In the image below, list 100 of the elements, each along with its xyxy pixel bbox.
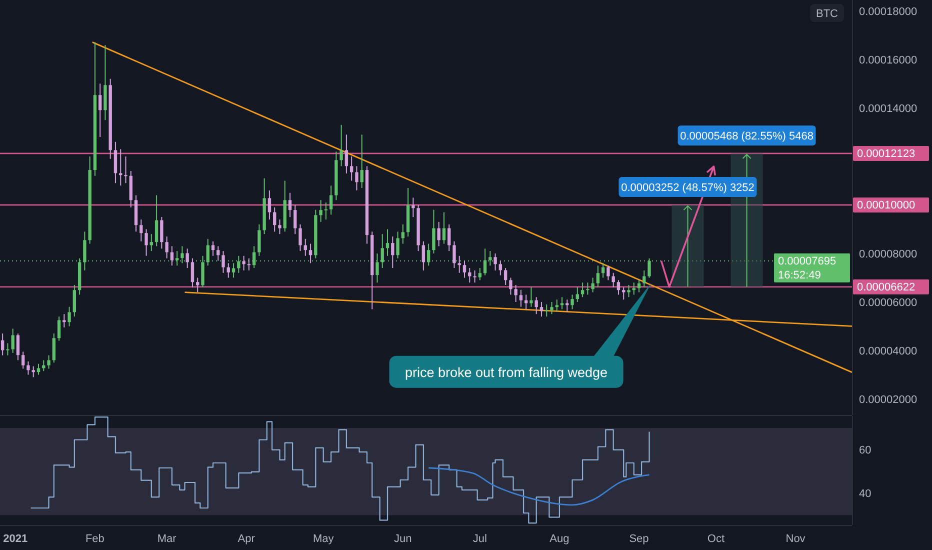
candlestick [555, 299, 558, 312]
candlestick [319, 200, 322, 222]
candlestick [186, 248, 189, 269]
x-tick-label: May [312, 533, 334, 545]
x-tick-label: 2021 [3, 533, 28, 545]
candlestick [11, 328, 14, 354]
y-tick-label: 0.00002000 [859, 394, 918, 406]
candlestick [401, 224, 404, 244]
candlestick [591, 277, 594, 293]
candlestick [170, 246, 174, 266]
candlestick [504, 268, 508, 286]
candlestick [560, 296, 564, 310]
candlestick [6, 342, 10, 356]
candlestick [412, 197, 415, 218]
candlestick [360, 134, 364, 188]
candlestick [268, 190, 272, 220]
candlestick [442, 212, 446, 244]
candlestick [458, 255, 461, 274]
candlestick [22, 351, 25, 370]
candlestick [36, 363, 40, 376]
candlestick [448, 224, 451, 252]
candlestick [216, 246, 220, 262]
x-tick-label: Mar [157, 533, 177, 545]
candlestick [324, 202, 328, 220]
candlestick [160, 216, 164, 250]
candlestick [426, 243, 430, 266]
candlestick [627, 284, 630, 298]
candlestick [540, 301, 544, 318]
candlestick [16, 333, 20, 361]
candlestick [68, 306, 71, 327]
candlestick [57, 316, 61, 342]
x-tick-label: Sep [629, 533, 649, 545]
candlestick [154, 194, 158, 247]
candlestick [288, 192, 292, 218]
candlestick [586, 282, 590, 296]
candlestick [391, 236, 394, 269]
x-tick-label: Jul [472, 533, 487, 545]
candlestick [273, 206, 276, 232]
candlestick [340, 124, 343, 167]
candlestick [550, 301, 554, 315]
x-tick-label: Apr [238, 533, 256, 545]
y-tick-label: 0.00004000 [859, 345, 918, 358]
candlestick [119, 148, 122, 186]
candlestick [494, 252, 497, 271]
candlestick [468, 268, 472, 284]
candlestick [144, 228, 148, 256]
candlestick [530, 286, 533, 308]
line-series [428, 467, 650, 506]
candlestick [226, 262, 230, 278]
candlestick [566, 299, 569, 312]
candlestick [211, 240, 215, 256]
candlestick [140, 219, 143, 242]
candlestick [606, 265, 610, 281]
annotation: 16:52:49 [778, 269, 821, 282]
candlestick [114, 141, 118, 184]
candlestick [534, 296, 538, 315]
candlestick [580, 282, 584, 298]
candlestick [62, 314, 66, 328]
y-tick-label: 0.00018000 [859, 6, 918, 18]
candlestick [52, 333, 56, 364]
candlestick [190, 258, 194, 288]
candlestick [258, 224, 261, 256]
annotation: 0.00003252 (48.57%) 3252 [621, 182, 754, 194]
candlestick [165, 236, 168, 259]
candlestick [72, 284, 76, 318]
candlestick [26, 360, 30, 376]
candlestick [242, 255, 246, 271]
candlestick [576, 286, 579, 302]
candlestick [304, 238, 307, 256]
x-tick-label: Aug [550, 533, 570, 545]
candlestick [432, 209, 436, 254]
candlestick [0, 333, 4, 356]
x-tick-label: Nov [786, 533, 806, 545]
candlestick [196, 277, 200, 293]
x-tick-label: Jun [394, 533, 412, 545]
candlestick [478, 268, 482, 281]
candlestick [396, 231, 400, 259]
candlestick [473, 270, 476, 284]
candlestick [329, 185, 333, 216]
candlestick [278, 219, 282, 235]
candlestick [47, 354, 50, 370]
candlestick [222, 250, 225, 274]
annotation: BTC [816, 8, 838, 20]
candlestick [498, 260, 502, 276]
y-tick-label: 40 [859, 488, 872, 500]
candlestick [344, 134, 348, 174]
candlestick [124, 156, 128, 184]
x-tick-label: Feb [85, 533, 104, 545]
y-tick-label: 0.00016000 [859, 54, 918, 66]
candlestick [437, 221, 440, 247]
candlestick [422, 240, 426, 271]
annotation: 0.00005468 (82.55%) 5468 [680, 130, 814, 142]
candlestick [596, 265, 600, 288]
candlestick [545, 304, 548, 318]
candlestick [32, 366, 35, 378]
candlestick [247, 258, 251, 271]
candlestick [519, 289, 523, 308]
candlestick [294, 204, 297, 235]
candlestick [355, 166, 358, 191]
candlestick [350, 156, 354, 182]
